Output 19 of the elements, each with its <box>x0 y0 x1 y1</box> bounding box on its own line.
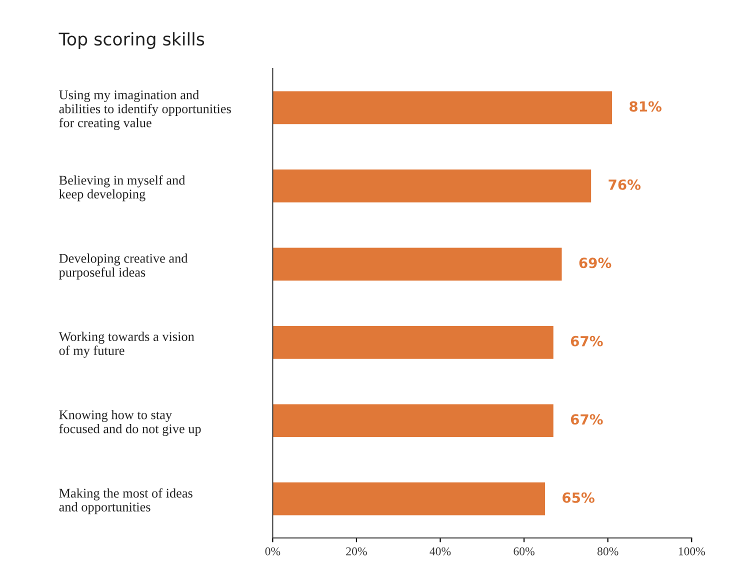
data-label: 65% <box>562 492 594 503</box>
y-tick-label: Believing in myself and keep developing <box>59 175 186 202</box>
x-tick-label: 60% <box>514 547 534 556</box>
text: Top scoring skills <box>58 32 204 49</box>
y-tick-label: Using my imagination and abilities to identify opportunities for creating value <box>59 90 231 130</box>
y-tick-label: Developing creative and purposeful ideas <box>59 254 188 280</box>
data-label: 67% <box>570 414 603 425</box>
x-tick-label: 0% <box>265 547 280 556</box>
data-label: 69% <box>579 258 612 268</box>
data-label: 81% <box>630 101 662 112</box>
x-tick-label: 80% <box>597 547 618 556</box>
x-tick-label: 40% <box>430 547 451 556</box>
y-tick-label: Knowing how to stay focused and do not give up <box>59 410 201 436</box>
x-tick-label: 20% <box>346 547 367 556</box>
data-label: 67% <box>570 336 603 346</box>
data-label: 76% <box>608 179 641 190</box>
y-tick-label: Making the most of ideas and opportunities <box>59 488 192 514</box>
y-tick-label: Working towards a vision of my future <box>58 332 194 358</box>
x-tick-label: 100% <box>678 547 706 556</box>
